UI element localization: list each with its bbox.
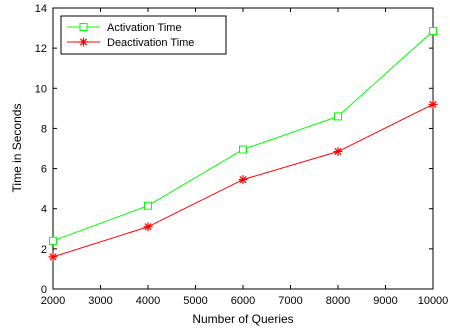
data-point [79, 37, 88, 47]
x-tick-label: 9000 [373, 295, 397, 307]
data-point [49, 236, 57, 245]
y-tick-label: 14 [35, 3, 47, 15]
legend-item: Deactivation Time [67, 37, 194, 49]
x-tick-label: 8000 [326, 295, 350, 307]
data-point [143, 222, 153, 232]
y-tick-label: 2 [41, 244, 47, 256]
x-tick-label: 10000 [418, 295, 449, 307]
data-point [429, 27, 437, 36]
y-tick-label: 8 [41, 123, 47, 135]
data-point [428, 99, 438, 109]
legend: Activation Time Deactivation Time [60, 15, 227, 55]
y-tick-label: 0 [41, 284, 47, 296]
data-point [79, 23, 88, 31]
legend-label: Deactivation Time [107, 37, 194, 49]
y-axis-label: Time in Seconds [10, 104, 24, 193]
legend-label: Activation Time [107, 22, 182, 34]
y-tick-label: 10 [35, 83, 47, 95]
x-axis: 2000 3000 4000 5000 6000 7000 8000 9000 10000 [41, 8, 449, 307]
legend-item: Activation Time [67, 22, 182, 34]
x-tick-label: 6000 [231, 295, 255, 307]
data-point [48, 252, 58, 262]
series-layer [48, 27, 438, 262]
legend-box [60, 15, 227, 55]
x-tick-label: 2000 [41, 295, 65, 307]
y-axis: 0 2 4 6 8 10 12 14 [35, 3, 433, 296]
x-tick-label: 5000 [183, 295, 207, 307]
y-tick-label: 6 [41, 164, 47, 176]
y-tick-label: 12 [35, 43, 47, 55]
data-point [333, 147, 343, 157]
x-tick-label: 7000 [278, 295, 302, 307]
data-point [144, 201, 152, 210]
x-axis-label: Number of Queries [192, 312, 293, 326]
series-activation-time [49, 27, 437, 245]
x-tick-label: 4000 [136, 295, 160, 307]
data-point [239, 145, 247, 154]
y-tick-label: 4 [41, 204, 47, 216]
series-deactivation-time [48, 99, 438, 262]
data-point [334, 112, 342, 121]
data-point [238, 175, 248, 185]
x-tick-label: 3000 [88, 295, 112, 307]
